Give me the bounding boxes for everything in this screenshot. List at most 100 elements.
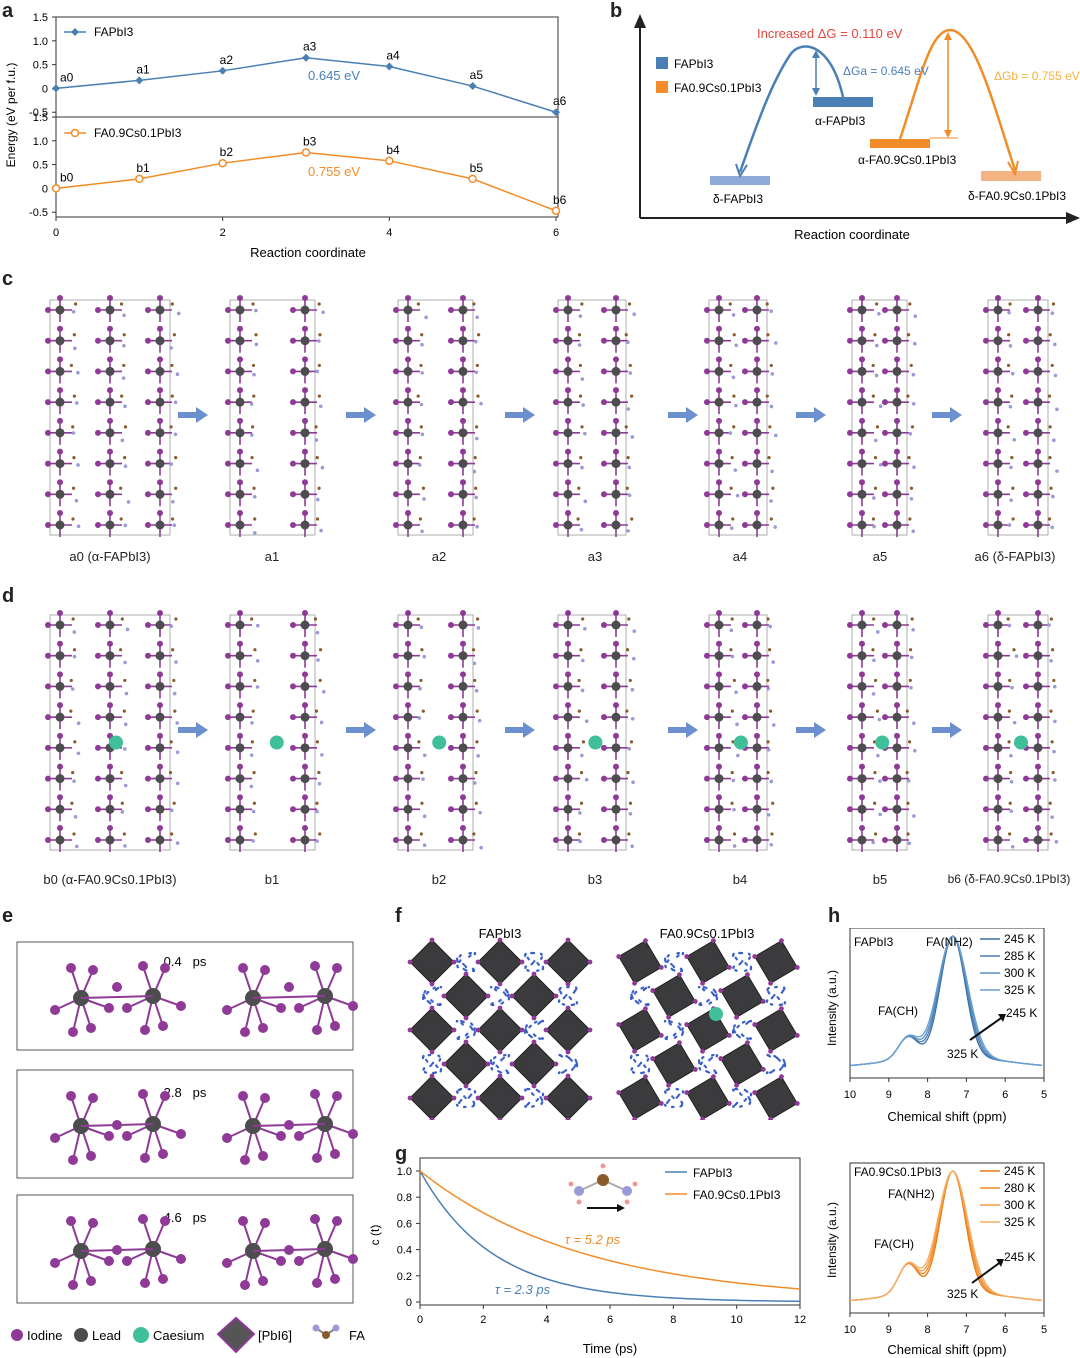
fa-atom: [251, 363, 256, 368]
fa-trajectory: [702, 989, 706, 992]
delta-fapbi-label: δ-FAPbI3: [713, 192, 763, 206]
lead-atom: [55, 428, 65, 438]
iodine-atom: [894, 702, 900, 709]
point-label: b5: [470, 161, 484, 175]
y-tick-label: 1.0: [33, 36, 48, 48]
iodine-atom: [302, 610, 308, 616]
fa-atom: [71, 617, 75, 621]
iodine-atom: [95, 429, 101, 436]
iodine-atom: [45, 337, 51, 344]
iodine-atom: [405, 479, 411, 486]
fa-atom: [322, 689, 326, 694]
pbi6-octahedron: [477, 1075, 523, 1120]
pbi6-octahedron: [719, 973, 765, 1019]
iodine-atom: [107, 387, 113, 394]
iodine-atom: [160, 1091, 170, 1101]
curve-facs: [898, 28, 1017, 171]
fa-atom: [420, 770, 424, 775]
lead-atom: [105, 681, 115, 691]
fa-trajectory: [749, 967, 753, 971]
iodine-atom: [995, 763, 1001, 770]
fa-trajectory: [773, 1054, 776, 1058]
iodine-atom: [613, 417, 619, 424]
iodine-atom: [176, 1254, 186, 1264]
iodine-atom: [519, 1027, 525, 1033]
iodine-atom: [859, 640, 865, 647]
iodine-atom: [616, 1022, 622, 1027]
fa-trajectory: [575, 1064, 579, 1068]
iodine-atom: [995, 640, 1001, 647]
fa-atom: [581, 658, 585, 663]
fa-atom: [250, 740, 254, 744]
fa-atom: [624, 333, 628, 337]
fa-trajectory: [630, 1068, 633, 1071]
iodine-atom: [543, 1027, 549, 1033]
nmr-bottom-frame: [849, 1162, 1045, 1314]
iodine-atom: [95, 714, 101, 721]
lead-atom: [563, 459, 573, 469]
lead-atom: [403, 489, 413, 499]
iodine-atom: [716, 325, 722, 332]
lead-atom: [458, 305, 468, 315]
fa-atom: [734, 690, 738, 695]
iodine-atom: [1023, 522, 1029, 528]
iodine-atom: [107, 356, 113, 363]
fa-atom: [123, 455, 127, 460]
fa-trajectory: [631, 996, 634, 1000]
x-tick-label: 10: [844, 1089, 856, 1101]
x-tick-label: 0: [417, 1314, 423, 1326]
fa-trajectory: [731, 1031, 735, 1034]
fa-atom: [422, 654, 427, 659]
lead-atom: [857, 651, 867, 661]
iodine-atom: [448, 368, 454, 375]
fa-trajectory: [647, 1003, 650, 1006]
iodine-atom: [779, 1006, 784, 1012]
fa-atom: [313, 617, 318, 621]
point-label: b0: [60, 170, 74, 184]
fa-trajectory: [748, 1101, 752, 1104]
fa-trajectory: [460, 1098, 463, 1102]
fa-atom: [1006, 363, 1011, 368]
iodine-atom: [237, 794, 243, 801]
iodine-atom: [50, 1005, 60, 1015]
iodine-atom: [684, 954, 690, 959]
iodine-atom: [497, 937, 503, 943]
iodine-atom: [237, 325, 243, 332]
fa-trajectory: [745, 1022, 748, 1025]
iodine-atom: [460, 479, 466, 486]
fa-atom: [579, 770, 584, 775]
iodine-atom: [276, 1131, 286, 1141]
lead-atom: [1033, 774, 1043, 784]
fa-trajectory: [473, 1028, 476, 1032]
iodine-atom: [543, 959, 549, 965]
iodine-atom: [601, 429, 607, 436]
fa-atom: [577, 333, 582, 337]
fa-atom: [424, 315, 428, 320]
iodine-atom: [995, 356, 1001, 363]
lead-atom: [857, 459, 867, 469]
y-tick-label: 1.5: [33, 112, 48, 124]
fa-trajectory: [749, 1037, 752, 1040]
fa-trajectory: [525, 1103, 529, 1107]
iodine-atom: [565, 794, 571, 801]
fa-trajectory: [457, 1088, 461, 1092]
iodine-atom: [553, 429, 559, 436]
fa-trajectory: [783, 987, 786, 990]
iodine-atom: [95, 652, 101, 659]
iodine-atom: [704, 460, 710, 467]
fa-trajectory: [536, 969, 539, 973]
fa-atom: [874, 438, 878, 443]
iodine-atom: [894, 387, 900, 394]
lead-atom: [752, 459, 762, 469]
lead-atom: [714, 743, 724, 753]
iodine-atom: [754, 448, 760, 455]
lead-atom: [563, 336, 573, 346]
iodine-atom: [405, 640, 411, 647]
iodine-atom: [393, 399, 399, 406]
iodine-atom: [460, 417, 466, 424]
fa-atom: [909, 363, 913, 368]
y-axis-label-top: Intensity (a.u.): [825, 970, 839, 1046]
iodine-atom: [485, 993, 491, 999]
lead-atom: [403, 305, 413, 315]
iodine-atom: [601, 683, 607, 690]
